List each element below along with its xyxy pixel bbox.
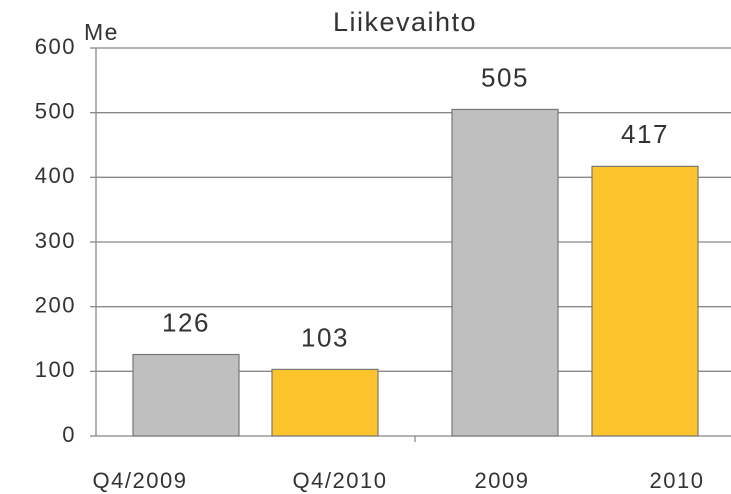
x-tick-label: 2010 xyxy=(650,468,705,493)
y-tick-label: 0 xyxy=(62,422,76,447)
x-tick-label: Q4/2010 xyxy=(293,468,388,493)
bar xyxy=(132,353,240,437)
data-label: 126 xyxy=(162,307,210,337)
x-tick-label: Q4/2009 xyxy=(93,468,188,493)
bar xyxy=(271,368,379,437)
y-tick-label: 100 xyxy=(35,357,76,382)
bar xyxy=(591,165,699,437)
chart-title: Liikevaihto xyxy=(333,7,477,37)
y-tick-label: 300 xyxy=(35,228,76,253)
data-label: 505 xyxy=(481,62,529,92)
y-tick-label: 500 xyxy=(35,98,76,123)
y-tick-label: 600 xyxy=(35,34,76,59)
y-axis-label: Me xyxy=(84,19,119,45)
bar xyxy=(451,108,559,437)
y-tick-label: 400 xyxy=(35,163,76,188)
data-label: 417 xyxy=(621,119,669,149)
x-tick-label: 2009 xyxy=(475,468,530,493)
y-tick-label: 200 xyxy=(35,292,76,317)
data-label: 103 xyxy=(301,322,349,352)
